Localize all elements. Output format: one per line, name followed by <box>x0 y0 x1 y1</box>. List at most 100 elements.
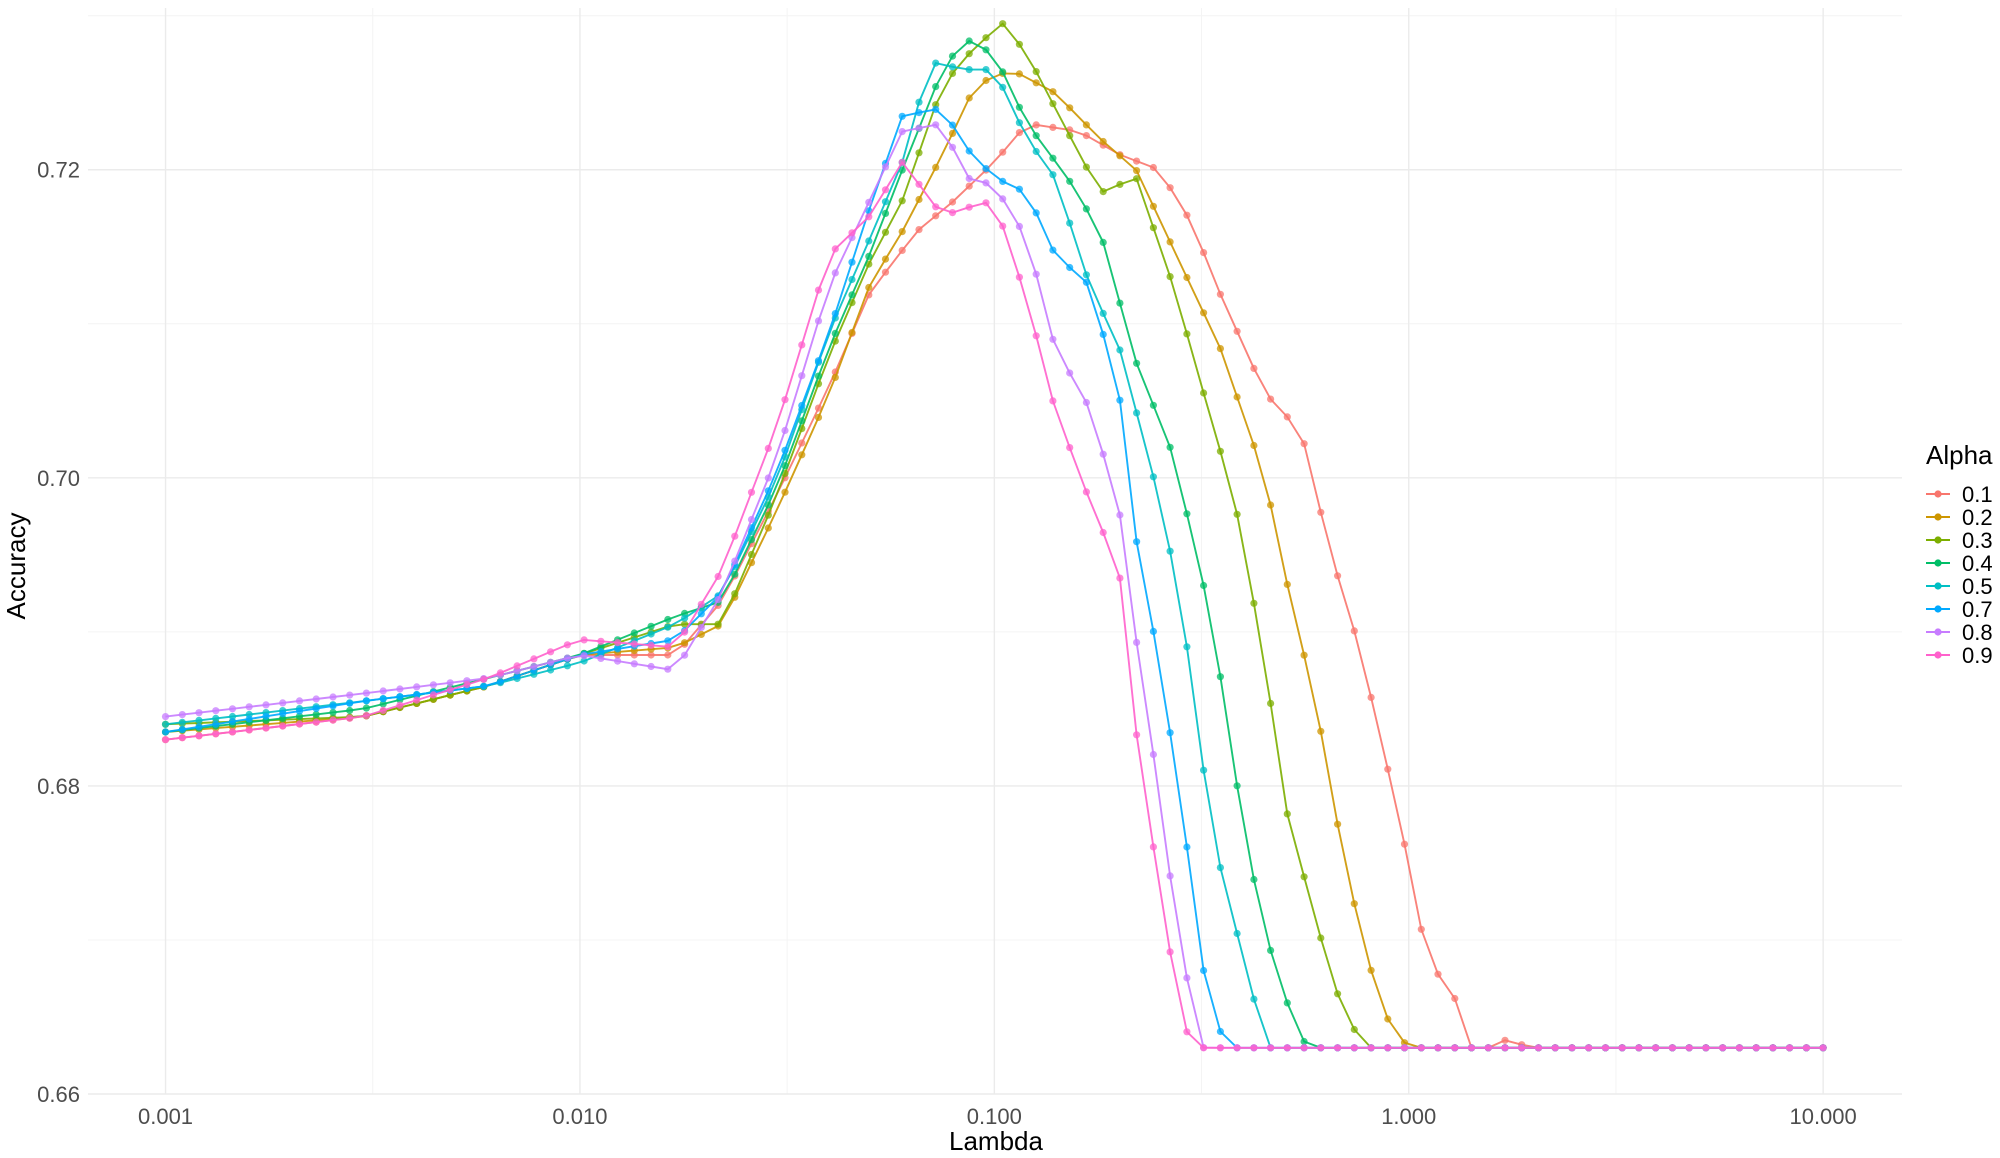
data-point <box>1183 843 1191 851</box>
legend-item: 0.7 <box>1926 597 1993 622</box>
data-point <box>178 718 186 726</box>
data-point <box>563 662 572 670</box>
legend-key-point <box>1934 651 1942 659</box>
data-point <box>965 50 973 58</box>
data-point <box>1066 444 1074 452</box>
data-point <box>1082 271 1090 279</box>
data-point <box>1267 395 1275 403</box>
data-point <box>1099 188 1107 196</box>
data-point <box>664 623 672 631</box>
legend-item: 0.5 <box>1926 574 1993 599</box>
data-point <box>731 532 739 540</box>
data-point <box>1300 873 1308 881</box>
data-point <box>1200 389 1208 397</box>
data-point <box>630 660 638 668</box>
data-point <box>1116 299 1124 307</box>
data-point <box>1350 900 1358 908</box>
data-point <box>1267 1044 1275 1052</box>
data-point <box>664 637 672 645</box>
data-point <box>1769 1044 1777 1052</box>
data-point <box>1601 1044 1610 1052</box>
data-point <box>446 679 454 687</box>
data-point <box>212 714 220 723</box>
legend-key-point <box>1934 559 1942 567</box>
data-point <box>1049 171 1057 179</box>
data-point <box>379 706 387 715</box>
data-point <box>1116 574 1124 582</box>
data-point <box>798 401 806 410</box>
data-point <box>1149 163 1157 172</box>
data-point <box>396 685 404 693</box>
major-gridlines <box>88 8 1902 1095</box>
data-point <box>898 228 906 236</box>
data-point <box>1250 599 1258 607</box>
data-point <box>1049 100 1057 108</box>
data-point <box>1133 167 1141 175</box>
data-point <box>1200 1044 1208 1052</box>
data-point <box>764 444 772 452</box>
data-point <box>1049 154 1057 162</box>
data-point <box>1099 238 1107 246</box>
data-point <box>1015 40 1024 48</box>
legend-item: 0.2 <box>1926 505 1993 530</box>
data-point <box>597 654 605 663</box>
data-point <box>1635 1044 1643 1052</box>
data-point <box>1032 332 1040 340</box>
data-point <box>1032 121 1040 129</box>
data-point <box>1283 413 1291 421</box>
data-point <box>262 724 270 732</box>
data-point <box>413 683 421 691</box>
data-point <box>831 310 839 318</box>
data-point <box>1116 511 1124 519</box>
data-point <box>228 712 237 721</box>
data-point <box>1216 345 1224 353</box>
data-point <box>178 711 186 719</box>
data-point <box>999 148 1007 156</box>
data-point <box>647 651 655 659</box>
data-point <box>1233 510 1241 518</box>
data-point <box>597 642 605 651</box>
data-point <box>982 76 990 85</box>
data-point <box>1015 273 1024 281</box>
data-point <box>1233 782 1241 790</box>
data-point <box>161 720 170 728</box>
data-point <box>1099 309 1107 317</box>
data-point <box>915 226 923 234</box>
data-point <box>245 726 253 734</box>
data-point <box>1082 488 1090 496</box>
data-point <box>1518 1044 1526 1052</box>
data-point <box>295 712 304 720</box>
data-point <box>1099 137 1107 146</box>
data-point <box>1166 273 1174 281</box>
data-point <box>982 46 990 54</box>
data-point <box>1317 1044 1325 1052</box>
y-axis-title: Accuracy <box>1 513 31 620</box>
legend-label: 0.4 <box>1962 551 1993 576</box>
data-point <box>396 693 404 701</box>
data-point <box>1066 132 1074 140</box>
data-point <box>681 628 689 636</box>
data-point <box>245 703 253 711</box>
data-point <box>212 720 220 728</box>
data-point <box>329 702 337 710</box>
data-point <box>948 69 957 77</box>
data-point <box>814 357 823 365</box>
data-point <box>681 651 689 659</box>
data-point <box>1015 103 1024 111</box>
data-point <box>1149 627 1157 636</box>
data-point <box>915 149 923 157</box>
data-point <box>664 651 672 659</box>
data-point <box>915 124 923 132</box>
data-point <box>1802 1044 1810 1052</box>
data-point <box>647 641 655 649</box>
data-point <box>965 182 973 190</box>
data-point <box>814 413 823 421</box>
data-point <box>362 697 370 705</box>
data-point <box>547 666 555 674</box>
data-point <box>848 229 856 237</box>
data-point <box>1166 729 1174 737</box>
data-point <box>429 681 437 689</box>
data-point <box>1216 1044 1224 1052</box>
data-point <box>1049 335 1057 343</box>
